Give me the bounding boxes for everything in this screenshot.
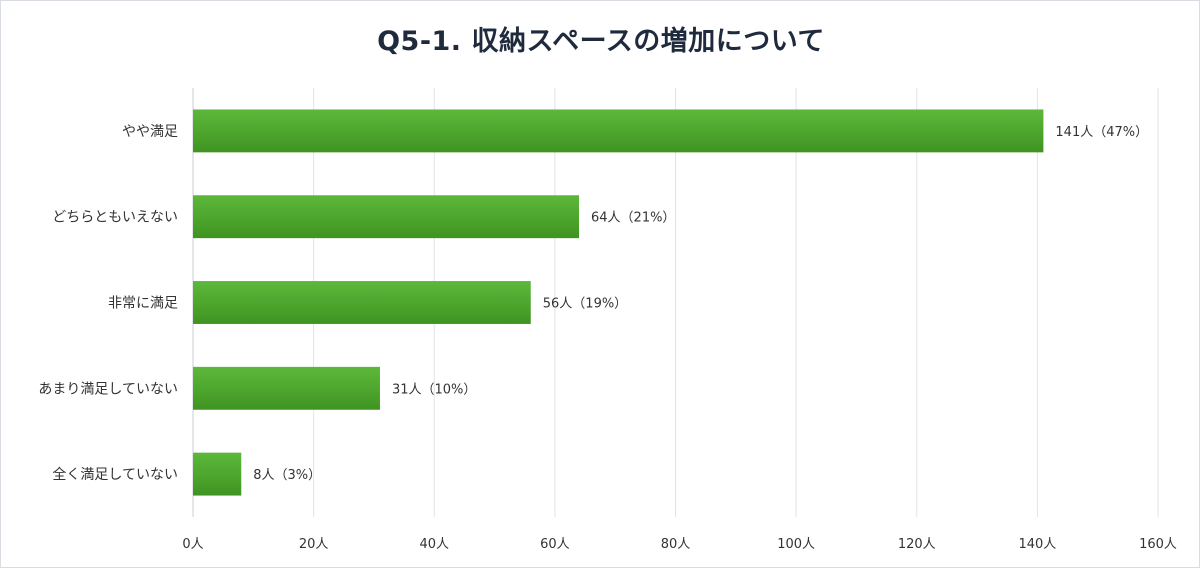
labels: 0人 20人 40人 60人 80人 100人 120人 140人 160人 やや満足 141人（4…	[38, 124, 1177, 552]
x-tick-label: 140人	[1018, 537, 1056, 552]
bar	[193, 452, 242, 496]
x-tick-label: 60人	[540, 537, 570, 552]
bars	[193, 109, 1044, 496]
chart-title: Q5-1. 収納スペースの増加について	[377, 26, 825, 57]
x-tick-label: 80人	[661, 537, 691, 552]
data-label: 56人（19%）	[543, 297, 627, 312]
x-tick-label: 0人	[182, 537, 203, 552]
category-label: 非常に満足	[108, 296, 178, 312]
data-label: 31人（10%）	[392, 382, 476, 397]
x-tick-label: 120人	[898, 537, 936, 552]
bar	[193, 366, 380, 410]
category-label: やや満足	[122, 124, 178, 140]
bar	[193, 195, 579, 239]
data-label: 8人（3%）	[253, 468, 321, 483]
bar	[193, 281, 531, 324]
x-tick-label: 20人	[299, 537, 329, 552]
bar	[193, 109, 1044, 153]
category-label: どちらともいえない	[52, 210, 178, 226]
data-label: 64人（21%）	[591, 211, 675, 226]
data-label: 141人（47%）	[1055, 125, 1148, 140]
category-label: 全く満足していない	[52, 466, 178, 483]
x-tick-label: 40人	[419, 537, 449, 552]
x-tick-label: 160人	[1139, 537, 1177, 552]
category-label: あまり満足していない	[38, 381, 178, 397]
x-tick-label: 100人	[777, 537, 815, 552]
